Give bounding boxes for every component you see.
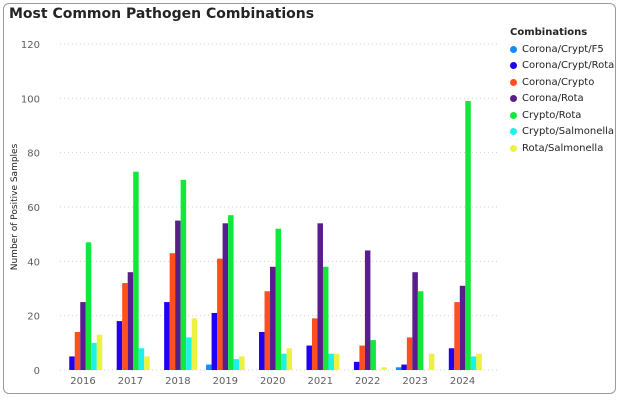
legend-label: Rota/Salmonella [522,142,604,154]
bar-corona-rota-2018 [175,220,181,370]
bar-corona-crypto-2016 [74,331,81,370]
bar-corona-rota-2021 [317,223,323,370]
bar-rota-salmonella-2016 [96,334,103,370]
bar-crypto-salmonella-2019 [233,359,240,370]
legend: Combinations Corona/Crypt/F5 Corona/Crypt… [510,27,614,157]
x-tick-label: 2020 [260,376,285,387]
legend-label: Corona/Crypt/F5 [522,43,604,55]
bar-rota-salmonella-2021 [333,353,340,370]
bar-corona-crypto-2024 [454,302,460,370]
bar-corona-crypt-rota-2020 [259,331,265,370]
chart-frame [3,3,616,394]
bar-corona-crypt-f5-2023 [395,367,402,370]
y-tick-label: 80 [27,149,40,160]
y-tick-label: 100 [21,94,40,105]
bar-corona-crypt-f5-2019 [206,364,212,370]
bar-rota-salmonella-2023 [428,353,435,370]
x-tick-label: 2024 [450,376,475,387]
legend-item[interactable]: Corona/Crypt/F5 [510,41,614,58]
legend-marker-icon [510,128,517,136]
bar-corona-crypt-rota-2023 [401,364,407,370]
bar-corona-rota-2017 [127,272,134,370]
bar-crypto-salmonella-2018 [186,337,192,370]
legend-marker-icon [510,78,517,86]
bar-corona-rota-2016 [80,302,86,370]
bar-crypto-salmonella-2016 [91,342,97,370]
legend-item[interactable]: Corona/Rota [510,91,614,108]
bar-rota-salmonella-2024 [476,353,482,370]
bar-corona-rota-2023 [412,272,418,370]
bar-corona-rota-2020 [270,266,276,370]
y-tick-label: 40 [27,257,40,268]
legend-title: Combinations [510,27,588,38]
bar-crypto-rota-2017 [133,171,139,370]
bar-corona-crypto-2023 [406,337,413,370]
bar-corona-crypt-rota-2018 [164,302,170,370]
legend-marker-icon [510,95,517,103]
bar-crypto-rota-2021 [322,266,329,370]
bar-corona-crypto-2021 [311,318,318,370]
bar-corona-crypt-rota-2017 [116,321,123,370]
legend-item[interactable]: Rota/Salmonella [510,140,614,157]
bar-corona-crypto-2017 [122,283,128,370]
y-tick-label: 20 [27,312,40,323]
x-tick-label: 2023 [402,376,427,387]
x-tick-label: 2016 [70,376,95,387]
bar-corona-rota-2024 [459,285,466,370]
x-tick-label: 2017 [118,376,143,387]
bar-crypto-salmonella-2024 [470,356,477,370]
x-tick-label: 2018 [165,376,190,387]
bar-corona-crypt-rota-2016 [69,356,75,370]
y-axis-label: Number of Positive Samples [10,143,20,270]
legend-item[interactable]: Crypto/Salmonella [510,124,614,141]
bar-crypto-salmonella-2017 [138,348,145,370]
bar-corona-crypto-2020 [264,291,271,370]
bar-corona-crypt-rota-2024 [448,348,455,370]
y-tick-label: 60 [27,203,40,214]
bar-corona-crypto-2018 [169,253,176,370]
bar-crypto-rota-2019 [228,215,234,370]
y-tick-label: 0 [34,366,40,377]
bar-crypto-rota-2023 [417,291,424,370]
legend-label: Corona/Crypt/Rota [522,60,615,72]
bar-corona-crypt-rota-2019 [211,312,218,370]
bar-corona-crypto-2019 [217,258,223,370]
legend-label: Corona/Crypto [522,76,595,88]
bar-crypto-salmonella-2021 [328,353,334,370]
bar-corona-rota-2019 [222,223,229,370]
legend-label: Crypto/Salmonella [522,126,615,138]
bar-crypto-rota-2024 [465,101,471,371]
legend-marker-icon [510,45,517,53]
bar-crypto-salmonella-2020 [281,353,287,370]
bar-rota-salmonella-2019 [239,356,245,370]
legend-marker-icon [510,111,517,119]
bar-corona-crypt-rota-2022 [353,361,360,370]
bar-corona-rota-2022 [364,250,371,370]
y-tick-label: 120 [21,40,40,51]
legend-marker-icon [510,144,517,152]
legend-marker-icon [510,62,517,70]
bar-corona-crypto-2022 [359,345,365,370]
legend-label: Corona/Rota [522,93,584,105]
bar-rota-salmonella-2018 [191,318,198,370]
x-tick-label: 2019 [213,376,238,387]
bar-corona-crypt-rota-2021 [306,345,312,370]
bar-crypto-rota-2016 [85,242,92,370]
legend-item[interactable]: Corona/Crypto [510,74,614,91]
bar-crypto-rota-2020 [275,228,282,370]
chart-title: Most Common Pathogen Combinations [9,6,315,22]
bar-rota-salmonella-2022 [381,367,387,370]
x-tick-label: 2021 [307,376,332,387]
legend-item[interactable]: Crypto/Rota [510,107,614,124]
legend-item[interactable]: Corona/Crypt/Rota [510,58,614,75]
bar-crypto-rota-2018 [180,179,187,370]
bar-rota-salmonella-2017 [144,356,150,370]
bar-crypto-rota-2022 [370,340,376,370]
bar-rota-salmonella-2020 [286,348,293,370]
x-tick-label: 2022 [355,376,380,387]
legend-label: Crypto/Rota [522,109,582,121]
